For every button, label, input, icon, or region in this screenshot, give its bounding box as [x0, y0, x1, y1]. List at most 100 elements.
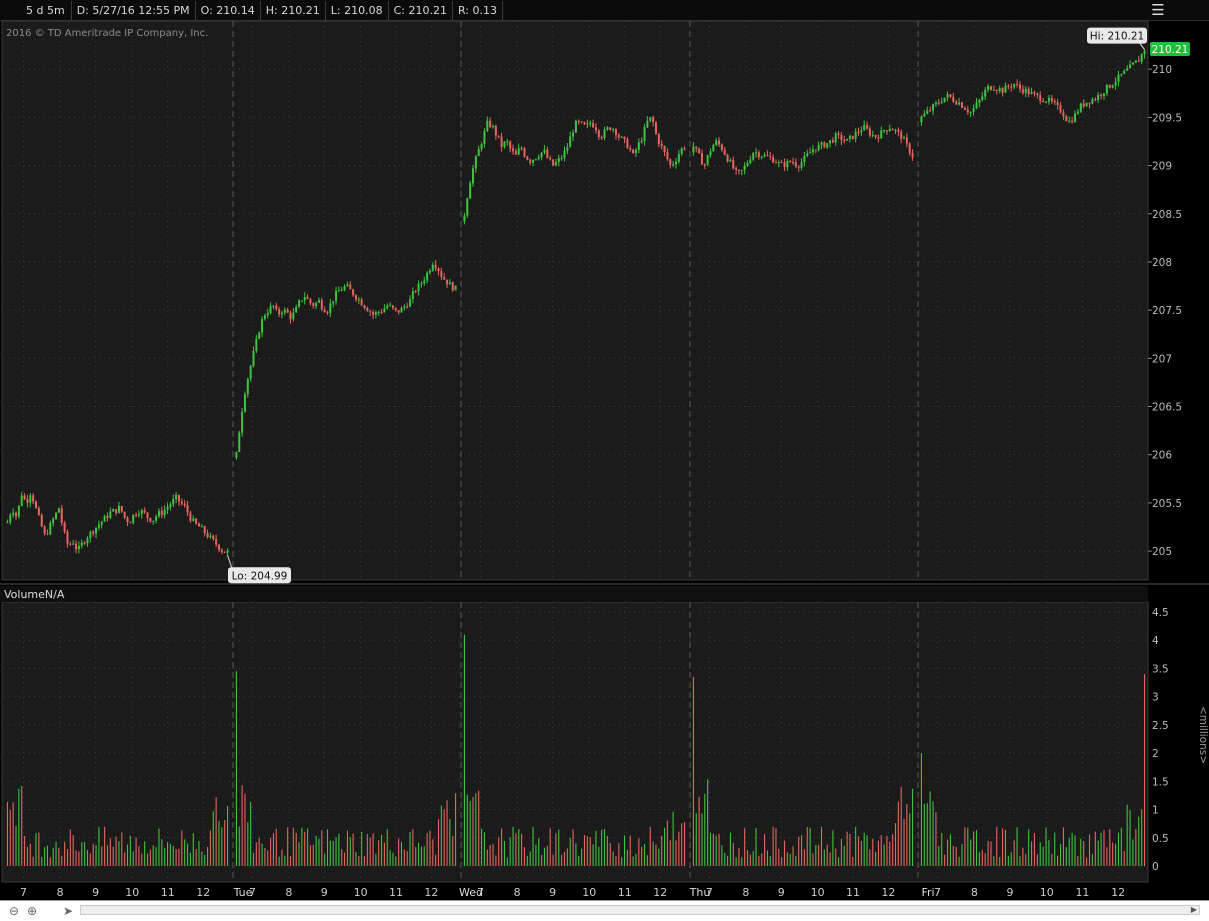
candle: [880, 130, 883, 139]
candle: [700, 153, 703, 165]
candle: [35, 501, 38, 509]
candle: [652, 117, 655, 123]
price-tick-label: 208.5: [1152, 209, 1182, 221]
candle: [814, 149, 817, 151]
scroll-right-icon[interactable]: ▶: [1190, 905, 1198, 914]
candle: [483, 130, 486, 145]
candle: [215, 538, 218, 545]
x-tick-label: 7: [706, 886, 713, 899]
candle: [1004, 85, 1007, 93]
candle: [397, 309, 400, 313]
candle: [766, 154, 769, 156]
candle: [117, 506, 120, 513]
candle: [241, 411, 244, 433]
chart-header: 5 d 5m D: 5/27/16 12:55 PM O: 210.14 H: …: [0, 0, 1209, 21]
candle: [1039, 95, 1042, 102]
candle: [774, 162, 777, 164]
candle: [526, 156, 529, 160]
zoom-in-icon[interactable]: ⊕: [26, 904, 38, 918]
x-tick-label: 7: [477, 886, 484, 899]
candle: [949, 94, 952, 97]
candle: [614, 129, 617, 135]
candle: [937, 102, 940, 104]
candle: [197, 523, 200, 527]
candle: [617, 134, 620, 138]
x-tick-label: 12: [196, 886, 210, 899]
candle: [752, 152, 755, 160]
candle: [972, 108, 975, 113]
candle: [474, 156, 477, 169]
candle: [1102, 93, 1106, 96]
candle: [169, 504, 172, 508]
candle: [312, 303, 315, 307]
price-volume-chart[interactable]: 205205.5206206.5207207.5208208.5209209.5…: [0, 0, 1209, 900]
candle: [926, 110, 929, 114]
candle: [955, 101, 958, 105]
candle: [1100, 94, 1103, 96]
candle: [943, 97, 946, 102]
x-tick-label: 12: [1111, 886, 1125, 899]
candle: [1143, 50, 1146, 55]
candle: [1068, 120, 1071, 122]
candle: [63, 522, 66, 532]
candle: [343, 286, 346, 291]
candle: [423, 280, 426, 284]
candle: [1097, 94, 1100, 100]
candle: [643, 127, 646, 141]
candle: [866, 124, 869, 129]
candle: [414, 291, 417, 293]
candle: [726, 154, 729, 162]
candle: [261, 319, 264, 333]
candle: [1088, 102, 1091, 104]
candle: [360, 299, 363, 306]
candle: [960, 102, 964, 108]
candle: [263, 315, 266, 320]
period-selector[interactable]: 5 d 5m: [0, 0, 72, 20]
candle: [1082, 103, 1085, 107]
candle: [1123, 70, 1126, 74]
candle: [157, 511, 160, 517]
day-label: Fri: [921, 886, 934, 899]
candle: [43, 526, 46, 534]
candle: [303, 296, 306, 301]
candle: [23, 495, 26, 500]
candle: [217, 544, 220, 550]
candle: [903, 137, 906, 139]
candle: [1024, 88, 1027, 93]
candle: [1018, 84, 1021, 89]
candle: [226, 550, 229, 553]
zoom-out-icon[interactable]: ⊖: [8, 904, 20, 918]
candle: [89, 531, 92, 539]
horizontal-scrollbar[interactable]: [80, 905, 1200, 915]
candle: [440, 270, 443, 278]
candle: [654, 122, 657, 135]
candle: [149, 517, 152, 522]
candle: [354, 295, 357, 300]
price-tick-label: 208: [1152, 257, 1172, 269]
x-tick-label: 9: [1007, 886, 1014, 899]
candle: [883, 130, 886, 132]
candle: [589, 123, 592, 125]
candle: [6, 522, 9, 524]
candle: [129, 522, 132, 524]
candle: [1134, 60, 1137, 63]
bar-close: C: 210.21: [389, 0, 453, 20]
x-tick-label: 8: [742, 886, 749, 899]
candle: [529, 159, 532, 163]
candle: [1137, 60, 1140, 62]
copyright-notice: 2016 © TD Ameritrade IP Company, Inc.: [6, 28, 208, 39]
candle: [60, 508, 63, 523]
x-tick-label: 9: [778, 886, 785, 899]
menu-icon[interactable]: ☰: [1151, 1, 1165, 19]
volume-unit-label: <millions>: [1197, 706, 1209, 764]
candle: [266, 313, 269, 316]
candle: [243, 394, 246, 412]
candle: [981, 96, 984, 100]
price-tick-label: 209: [1152, 161, 1172, 173]
candle: [86, 538, 89, 544]
candle: [1114, 81, 1117, 86]
candle: [820, 142, 823, 145]
pointer-icon[interactable]: ➤: [62, 904, 74, 918]
candle: [32, 495, 35, 502]
candle: [451, 282, 454, 291]
